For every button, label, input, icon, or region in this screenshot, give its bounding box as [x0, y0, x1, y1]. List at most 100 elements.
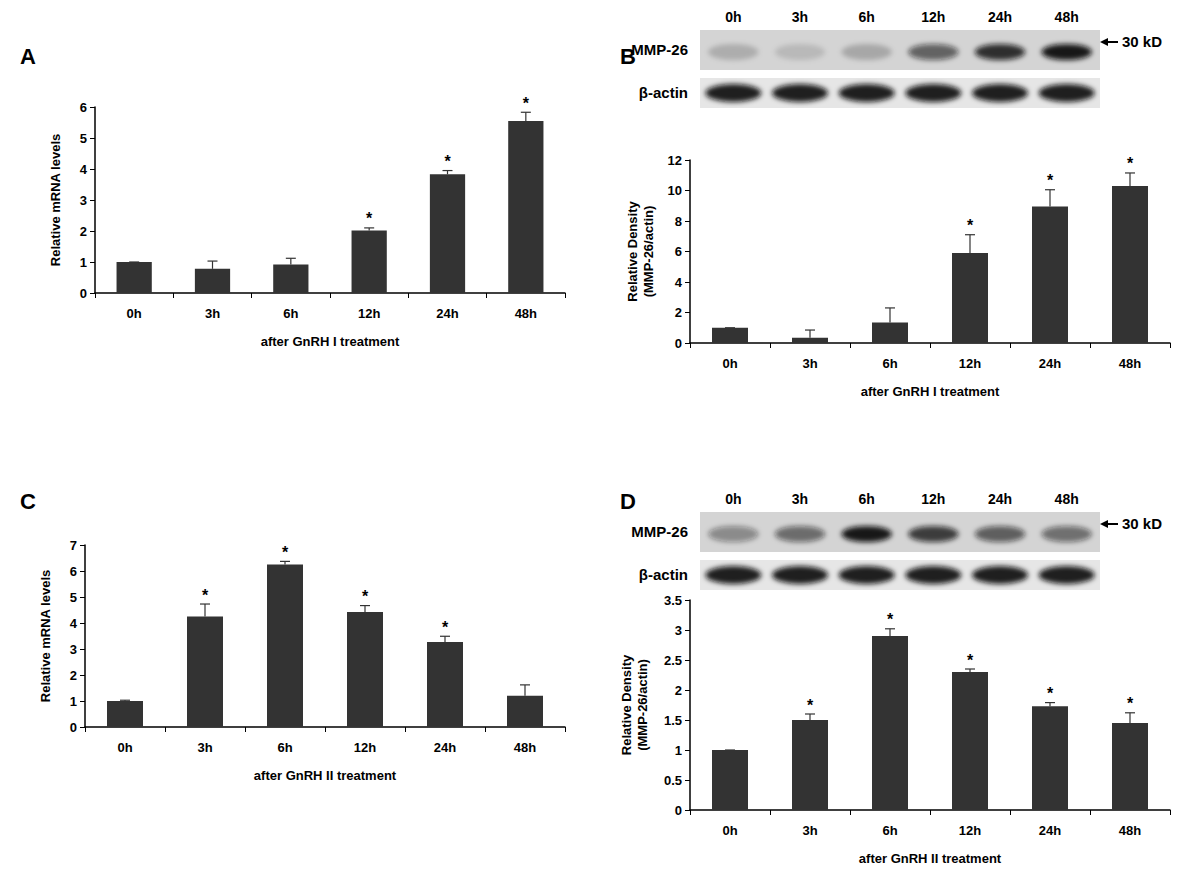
svg-text:after GnRH II treatment: after GnRH II treatment [859, 851, 1002, 866]
svg-text:*: * [1127, 155, 1134, 172]
svg-text:48h: 48h [1055, 491, 1079, 507]
svg-text:after GnRH II treatment: after GnRH II treatment [254, 768, 397, 783]
svg-text:C: C [20, 489, 36, 514]
svg-text:3h: 3h [205, 306, 220, 321]
svg-text:12h: 12h [358, 306, 380, 321]
svg-text:β-actin: β-actin [639, 84, 688, 101]
svg-text:2: 2 [675, 305, 682, 320]
svg-text:D: D [620, 489, 636, 514]
svg-text:0.5: 0.5 [664, 773, 682, 788]
svg-text:2: 2 [70, 668, 77, 683]
svg-text:3h: 3h [792, 9, 808, 25]
svg-text:(MMP-26/actin): (MMP-26/actin) [641, 206, 656, 298]
svg-text:4: 4 [70, 616, 78, 631]
svg-text:12: 12 [668, 153, 682, 168]
svg-text:24h: 24h [434, 740, 456, 755]
svg-text:*: * [887, 611, 894, 628]
svg-text:6h: 6h [283, 306, 298, 321]
svg-text:1: 1 [70, 694, 77, 709]
svg-text:3: 3 [80, 193, 87, 208]
svg-text:0h: 0h [127, 306, 142, 321]
svg-text:3h: 3h [197, 740, 212, 755]
svg-text:48h: 48h [1119, 356, 1141, 371]
svg-text:48h: 48h [514, 740, 536, 755]
svg-text:MMP-26: MMP-26 [631, 41, 688, 58]
svg-text:24h: 24h [1039, 823, 1061, 838]
svg-text:0h: 0h [722, 356, 737, 371]
svg-text:30 kD: 30 kD [1122, 515, 1162, 532]
svg-text:6: 6 [70, 564, 77, 579]
svg-text:*: * [967, 217, 974, 234]
svg-text:3h: 3h [802, 356, 817, 371]
svg-text:1.5: 1.5 [664, 713, 682, 728]
svg-text:7: 7 [70, 538, 77, 553]
svg-text:*: * [202, 587, 209, 604]
svg-text:6h: 6h [882, 356, 897, 371]
svg-text:2: 2 [80, 224, 87, 239]
svg-text:48h: 48h [1055, 9, 1079, 25]
svg-text:0h: 0h [722, 823, 737, 838]
svg-text:3.5: 3.5 [664, 593, 682, 608]
svg-text:12h: 12h [354, 740, 376, 755]
svg-text:Relative mRNA levels: Relative mRNA levels [48, 134, 63, 266]
svg-text:12h: 12h [921, 9, 945, 25]
svg-text:MMP-26: MMP-26 [631, 523, 688, 540]
svg-text:0h: 0h [725, 9, 741, 25]
svg-text:0: 0 [70, 720, 77, 735]
svg-text:*: * [523, 95, 530, 112]
svg-text:5: 5 [80, 131, 87, 146]
svg-text:5: 5 [70, 590, 77, 605]
svg-text:*: * [362, 588, 369, 605]
svg-text:30 kD: 30 kD [1122, 33, 1162, 50]
svg-text:*: * [1047, 685, 1054, 702]
svg-text:A: A [20, 44, 36, 69]
svg-text:6: 6 [80, 100, 87, 115]
svg-text:3h: 3h [792, 491, 808, 507]
svg-text:*: * [967, 652, 974, 669]
svg-text:6h: 6h [858, 491, 874, 507]
svg-text:3: 3 [675, 623, 682, 638]
svg-text:*: * [1047, 172, 1054, 189]
svg-text:4: 4 [675, 275, 683, 290]
svg-text:3: 3 [70, 642, 77, 657]
svg-text:*: * [366, 210, 373, 227]
svg-text:*: * [1127, 695, 1134, 712]
svg-text:48h: 48h [1119, 823, 1141, 838]
svg-text:0: 0 [675, 803, 682, 818]
svg-text:6h: 6h [858, 9, 874, 25]
svg-text:4: 4 [80, 162, 88, 177]
svg-text:*: * [282, 544, 289, 561]
svg-text:1: 1 [80, 255, 87, 270]
svg-text:24h: 24h [988, 9, 1012, 25]
svg-text:β-actin: β-actin [639, 566, 688, 583]
svg-text:after GnRH I treatment: after GnRH I treatment [261, 334, 400, 349]
svg-text:Relative Density: Relative Density [625, 201, 640, 302]
svg-text:*: * [442, 619, 449, 636]
svg-text:Relative mRNA levels: Relative mRNA levels [38, 570, 53, 702]
svg-text:0h: 0h [725, 491, 741, 507]
svg-text:Relative Density: Relative Density [619, 654, 634, 755]
svg-text:2: 2 [675, 683, 682, 698]
svg-text:12h: 12h [959, 356, 981, 371]
svg-text:6h: 6h [277, 740, 292, 755]
svg-text:3h: 3h [802, 823, 817, 838]
svg-text:*: * [444, 153, 451, 170]
svg-text:24h: 24h [988, 491, 1012, 507]
svg-text:after GnRH I treatment: after GnRH I treatment [861, 384, 1000, 399]
svg-text:24h: 24h [1039, 356, 1061, 371]
svg-text:6: 6 [675, 244, 682, 259]
svg-text:10: 10 [668, 183, 682, 198]
svg-text:12h: 12h [959, 823, 981, 838]
svg-text:*: * [807, 697, 814, 714]
svg-text:12h: 12h [921, 491, 945, 507]
svg-text:0h: 0h [117, 740, 132, 755]
svg-text:1: 1 [675, 743, 682, 758]
svg-text:2.5: 2.5 [664, 653, 682, 668]
svg-text:0: 0 [675, 336, 682, 351]
svg-text:6h: 6h [882, 823, 897, 838]
svg-text:8: 8 [675, 214, 682, 229]
svg-text:0: 0 [80, 286, 87, 301]
svg-text:(MMP-26/actin): (MMP-26/actin) [635, 659, 650, 751]
svg-text:24h: 24h [436, 306, 458, 321]
svg-text:48h: 48h [515, 306, 537, 321]
